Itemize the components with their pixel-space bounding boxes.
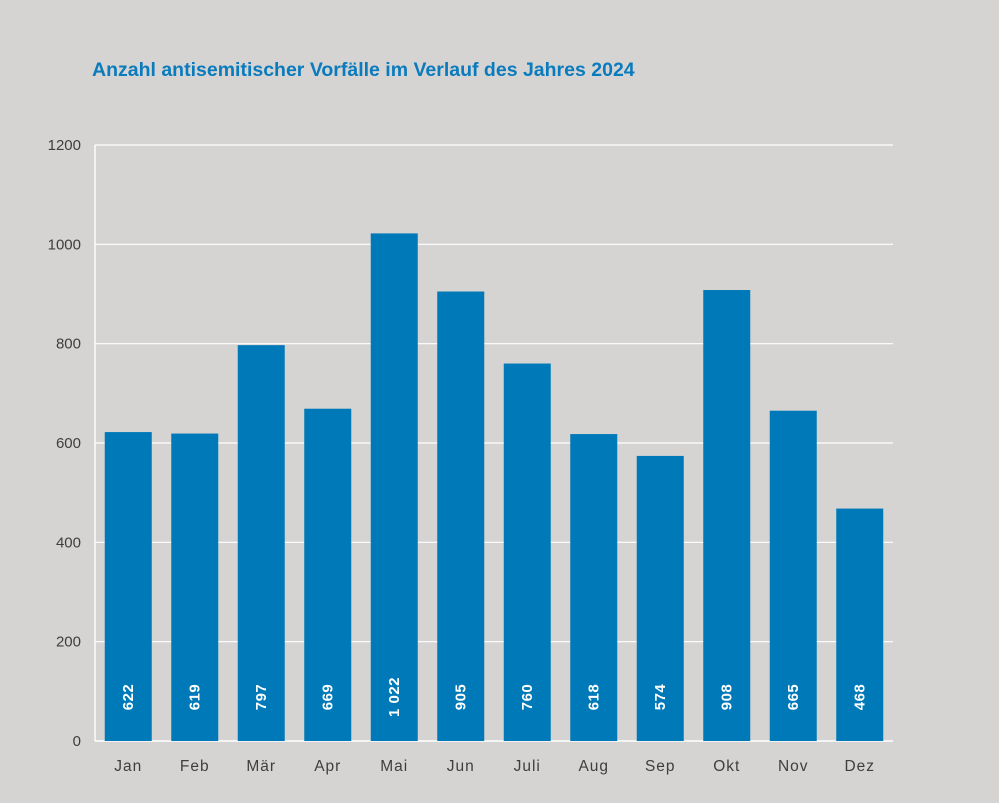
data-label: 669: [319, 684, 336, 711]
x-tick-label: Sep: [645, 758, 676, 775]
bar-jun: [437, 291, 485, 741]
data-label: 622: [120, 684, 137, 711]
x-tick-label: Feb: [180, 758, 210, 775]
y-tick-label: 600: [56, 435, 81, 452]
labels: 622 Jan 619 Feb 797 Mär 669 Apr 1 022 Mai 905 Jun 76…: [114, 677, 875, 775]
x-tick-label: Jun: [447, 758, 475, 775]
data-label: 908: [718, 684, 735, 711]
bars: [104, 233, 884, 741]
x-tick-label: Dez: [844, 758, 875, 775]
y-tick-label: 1200: [48, 137, 81, 154]
bar-feb: [171, 433, 219, 741]
y-tick-label: 0: [73, 733, 81, 750]
bar-apr: [304, 408, 352, 741]
x-tick-label: Juli: [514, 758, 541, 775]
bar-sep: [636, 455, 684, 741]
data-label: 468: [851, 684, 868, 711]
data-label: 797: [253, 684, 270, 711]
y-tick-label: 400: [56, 534, 81, 551]
bar-jan: [104, 432, 152, 741]
data-label: 619: [186, 684, 203, 711]
bar-dez: [836, 508, 884, 741]
x-tick-label: Mai: [380, 758, 408, 775]
data-label: 618: [585, 684, 602, 711]
x-tick-label: Aug: [578, 758, 609, 775]
data-label: 1 022: [386, 677, 403, 717]
y-tick-label: 1000: [48, 236, 81, 253]
x-tick-label: Apr: [314, 758, 341, 775]
chart-title: Anzahl antisemitischer Vorfälle im Verla…: [92, 59, 635, 81]
data-label: 905: [452, 684, 469, 711]
x-tick-label: Okt: [713, 758, 740, 775]
y-tick-label: 800: [56, 336, 81, 353]
x-tick-label: Jan: [114, 758, 142, 775]
axes: 0 200 400 600 800 1000 1200: [48, 137, 893, 750]
x-tick-label: Mär: [246, 758, 276, 775]
bar-nov: [769, 410, 817, 741]
bar-juli: [503, 363, 551, 741]
bar-okt: [703, 290, 751, 741]
data-label: 760: [519, 684, 536, 711]
data-label: 574: [652, 684, 669, 711]
bar-mär: [237, 345, 285, 741]
y-tick-label: 200: [56, 634, 81, 651]
bar-mai: [370, 233, 418, 741]
x-tick-label: Nov: [778, 758, 809, 775]
data-label: 665: [785, 684, 802, 711]
bar-aug: [570, 434, 618, 741]
grid-lines: [95, 144, 893, 643]
